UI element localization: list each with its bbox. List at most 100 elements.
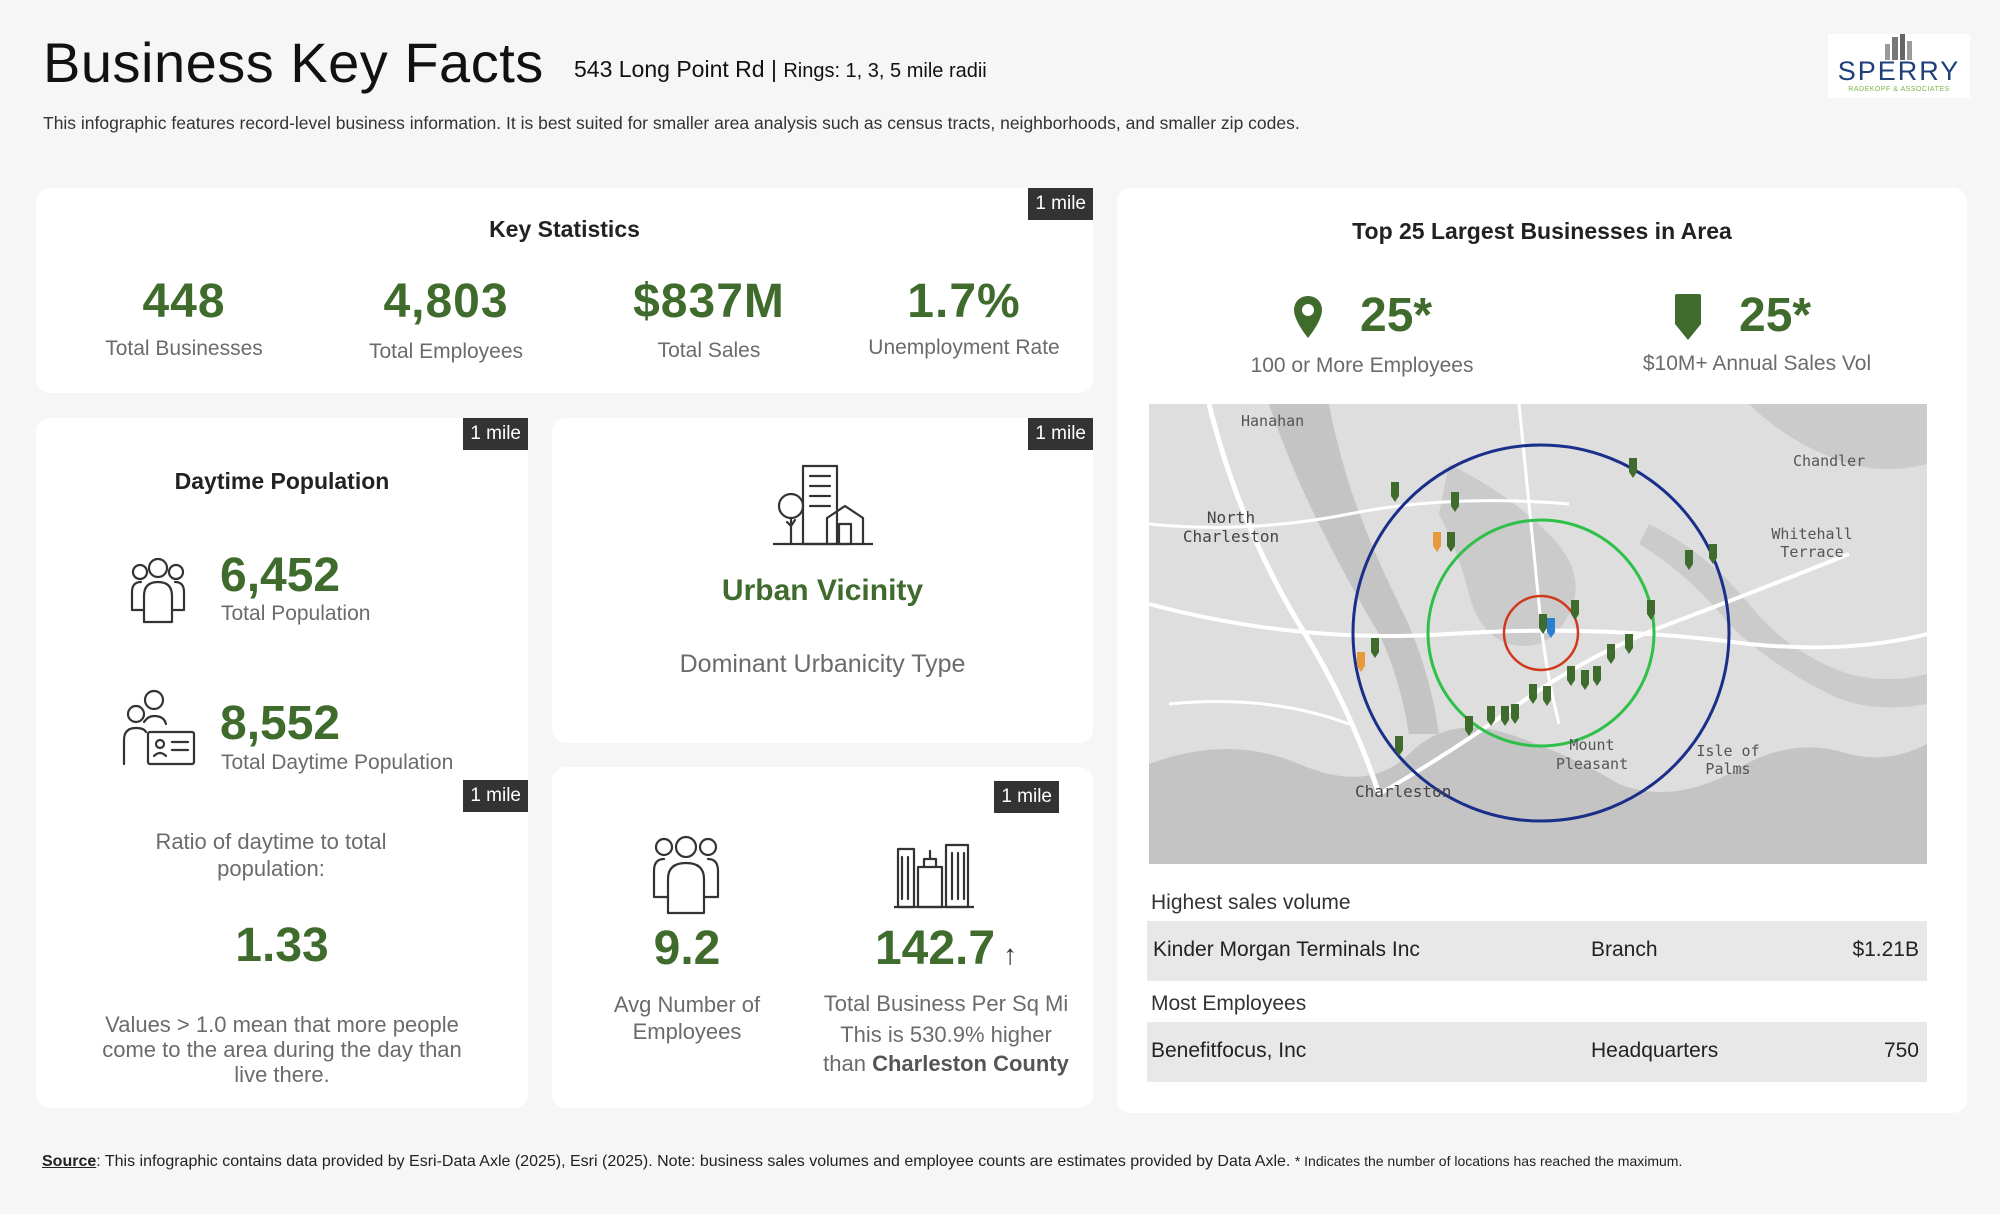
most-employees-name: Benefitfocus, Inc: [1151, 1039, 1307, 1062]
business-per-sq-mi-label: Total Business Per Sq Mi: [823, 991, 1069, 1016]
creek-water: [1639, 524, 1927, 708]
business-marker: [1571, 600, 1579, 620]
total-businesses-value: 448: [142, 275, 226, 328]
page-subtitle: This infographic features record-level b…: [43, 113, 1300, 133]
employees-count: 25*: [1360, 289, 1433, 342]
ratio-note: Values > 1.0 mean that more people come …: [102, 1012, 462, 1087]
daytime-population-title: Daytime Population: [174, 468, 390, 494]
map-label-hanahan: Hanahan: [1241, 412, 1305, 430]
business-marker: [1581, 670, 1589, 690]
business-marker: [1685, 550, 1693, 570]
total-population-value: 6,452: [220, 549, 341, 602]
business-per-sq-mi-value: 142.7 ↑: [812, 921, 1080, 976]
urbanicity-label: Dominant Urbanicity Type: [679, 650, 966, 678]
business-marker: [1465, 716, 1473, 736]
total-population-label: Total Population: [221, 602, 371, 625]
key-statistics-card: 1 mile Key Statistics 448 Total Business…: [36, 188, 1093, 393]
map-label-north-charleston: North Charleston: [1182, 508, 1280, 546]
unemployment-rate-label: Unemployment Rate: [868, 336, 1060, 359]
business-marker: [1625, 634, 1633, 654]
source-text: : This infographic contains data provide…: [96, 1153, 1291, 1170]
county-comparison: This is 530.9% higher than Charleston Co…: [816, 1020, 1076, 1078]
business-marker: [1547, 618, 1555, 638]
map-marker-icon: [1675, 294, 1701, 340]
radius-badge: 1 mile: [463, 418, 528, 450]
building-logo-icon: [1885, 34, 1912, 60]
road: [1168, 700, 1350, 726]
marsh-water: [1439, 464, 1576, 646]
business-marker: [1511, 704, 1519, 724]
rings: Rings: 1, 3, 5 mile radii: [783, 60, 987, 82]
business-marker: [1539, 614, 1547, 634]
business-marker: [1543, 686, 1551, 706]
business-marker: [1593, 666, 1601, 686]
road: [1149, 499, 1570, 529]
radius-badge: 1 mile: [994, 781, 1059, 813]
avg-employees-label: Avg Number of Employees: [613, 992, 761, 1044]
people-group-icon: [652, 835, 720, 915]
business-marker: [1451, 492, 1459, 512]
business-marker: [1607, 644, 1615, 664]
urbanicity-card: 1 mile Urban Vicinity Dominant Urbanicit…: [552, 418, 1093, 743]
top-businesses-title: Top 25 Largest Businesses in Area: [1352, 218, 1732, 244]
highest-sales-section-label: Highest sales volume: [1151, 891, 1351, 914]
logo-wordmark: SPERRY: [1837, 56, 1961, 86]
separator: |: [770, 56, 777, 82]
ratio-label: Ratio of daytime to total population:: [155, 829, 387, 881]
harbor-water: [1149, 727, 1927, 864]
river-water: [1269, 404, 1439, 734]
map-label-mount-pleasant: Mount Pleasant: [1555, 736, 1629, 773]
road: [1149, 602, 1927, 650]
highest-sales-type: Branch: [1591, 938, 1658, 961]
source-footer: Source: This infographic contains data p…: [42, 1153, 1682, 1171]
ratio-value: 1.33: [235, 919, 329, 972]
sales-count: 25*: [1739, 289, 1812, 342]
map-label-charleston: Charleston: [1355, 782, 1452, 801]
business-marker: [1709, 544, 1717, 564]
urban-buildings-icon: [773, 464, 873, 546]
business-marker: [1395, 736, 1403, 756]
address: 543 Long Point Rd: [574, 56, 765, 82]
city-buildings-icon: [894, 843, 974, 909]
business-marker: [1371, 638, 1379, 658]
sales-label: $10M+ Annual Sales Vol: [1642, 352, 1872, 375]
most-employees-type: Headquarters: [1591, 1039, 1719, 1062]
daytime-population-value: 8,552: [220, 697, 341, 750]
highest-sales-name: Kinder Morgan Terminals Inc: [1153, 938, 1420, 961]
sperry-logo: SPERRY RADEKOPF & ASSOCIATES: [1828, 34, 1970, 98]
footer-note: * Indicates the number of locations has …: [1294, 1153, 1683, 1169]
coast-water: [1749, 404, 1927, 469]
business-marker: [1447, 532, 1455, 552]
daytime-population-card: 1 mile Daytime Population 6,452 Total Po…: [36, 418, 528, 1108]
map-label-whitehall-terrace: Whitehall Terrace: [1771, 525, 1853, 561]
avg-employees-value: 9.2: [653, 922, 721, 975]
highest-sales-value: $1.21B: [1852, 938, 1919, 961]
page-title: Business Key Facts: [43, 31, 544, 94]
radius-badge: 1 mile: [1028, 188, 1093, 220]
business-marker: [1433, 532, 1441, 552]
comparison-prefix: This is 530.9% higher than: [823, 1022, 1052, 1076]
one-mile-ring: [1502, 594, 1580, 672]
map-pin-icon: [1294, 296, 1322, 338]
people-group-icon: [130, 557, 186, 624]
business-density-card: 1 mile 9.2 Avg Number of Employees 142.7…: [552, 767, 1093, 1108]
unemployment-rate-value: 1.7%: [907, 275, 1021, 328]
per-sq-mi-number: 142.7: [874, 922, 996, 975]
total-employees-label: Total Employees: [368, 340, 524, 363]
business-marker: [1629, 458, 1637, 478]
highest-sales-row: [1147, 921, 1927, 981]
total-sales-value: $837M: [633, 275, 785, 328]
business-marker: [1529, 684, 1537, 704]
map-label-chandler: Chandler: [1793, 452, 1866, 470]
map-label-isle-of-palms: Isle of Palms: [1696, 742, 1760, 778]
most-employees-section-label: Most Employees: [1151, 992, 1307, 1015]
business-marker: [1501, 706, 1509, 726]
comparison-region: Charleston County: [872, 1051, 1069, 1076]
most-employees-value: 750: [1883, 1039, 1919, 1062]
business-marker: [1357, 652, 1365, 672]
key-statistics-title: Key Statistics: [489, 216, 640, 242]
employees-label: 100 or More Employees: [1250, 354, 1474, 377]
location-info: 543 Long Point Rd | Rings: 1, 3, 5 mile …: [574, 56, 987, 83]
logo-tagline: RADEKOPF & ASSOCIATES: [1848, 86, 1950, 93]
business-marker: [1567, 666, 1575, 686]
